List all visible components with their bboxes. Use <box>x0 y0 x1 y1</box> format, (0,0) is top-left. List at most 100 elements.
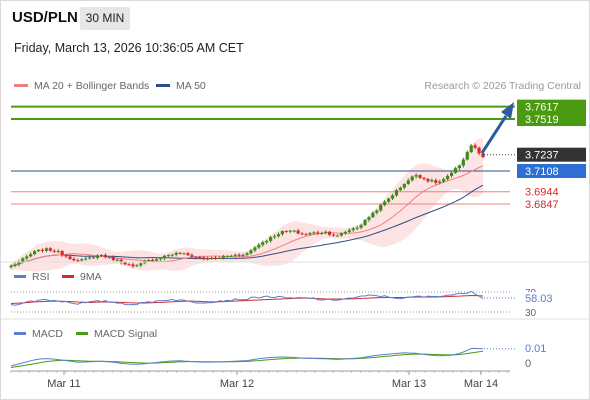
rsi-line <box>10 290 484 306</box>
candle-body <box>76 260 80 262</box>
candle-body <box>406 180 410 185</box>
candle-body <box>359 225 363 228</box>
resistance-label-1: 3.7617 <box>525 102 559 114</box>
candle-body <box>371 212 375 218</box>
candle-body <box>449 172 454 176</box>
pivot-label: 3.7108 <box>525 166 559 178</box>
candle-body <box>343 231 347 234</box>
candle-body <box>320 232 324 234</box>
timeframe-button[interactable]: 30 MIN <box>80 7 130 30</box>
macd-signal-swatch <box>76 331 88 335</box>
candle-body <box>119 259 123 263</box>
candle-body <box>221 256 225 258</box>
candle-body <box>198 257 202 259</box>
candle-body <box>339 233 343 236</box>
candle-body <box>52 250 56 252</box>
candle-body <box>308 233 312 235</box>
current-price-label: 3.7237 <box>525 150 559 162</box>
candle-body <box>158 258 163 260</box>
candle-body <box>111 256 115 260</box>
support-label-2: 3.6847 <box>525 199 559 211</box>
copyright-label: Research © 2026 Trading Central <box>424 80 581 92</box>
candle-body <box>225 256 229 258</box>
candle-body <box>324 231 328 233</box>
candle-body <box>190 255 194 257</box>
ma20-swatch <box>14 83 28 87</box>
candle-body <box>367 217 371 220</box>
candle-body <box>331 234 336 236</box>
candle-body <box>99 255 104 257</box>
candle-body <box>44 248 48 251</box>
candle-body <box>390 195 395 199</box>
candle-body <box>422 177 426 179</box>
candle-body <box>379 205 383 211</box>
macd-tick-0: 0 <box>525 358 531 370</box>
candle-body <box>288 230 292 232</box>
legend-rsi-label: RSI <box>32 271 50 283</box>
bollinger-band <box>11 137 483 272</box>
candle-body <box>469 145 473 153</box>
ma20-line <box>10 165 484 267</box>
forecast-arrow-shaft <box>480 115 508 154</box>
candle-body <box>202 257 206 259</box>
rsi-last-box <box>520 291 556 304</box>
symbol-title: USD/PLN <box>12 9 78 26</box>
support-label-1: 3.6944 <box>525 187 559 199</box>
candle-body <box>170 254 174 256</box>
forecast-arrow-head <box>501 102 514 119</box>
candle-body <box>284 231 288 233</box>
rsi-swatch <box>14 274 26 278</box>
candle-body <box>457 165 461 169</box>
resistance-label-2: 3.7519 <box>525 114 559 126</box>
candle-body <box>387 198 391 202</box>
legend-macd-signal: MACD Signal <box>76 328 157 340</box>
candle-body <box>194 256 198 258</box>
x-tick-label: Mar 13 <box>392 378 426 390</box>
candle-body <box>56 251 60 253</box>
candle-body <box>418 175 422 178</box>
candle-body <box>446 175 450 180</box>
candle-body <box>477 147 481 154</box>
legend-macd: MACD <box>14 328 63 340</box>
candle-body <box>328 231 332 235</box>
candle-body <box>296 230 300 234</box>
candle-body <box>127 264 131 266</box>
candle-body <box>60 251 64 256</box>
candle-body <box>29 254 33 257</box>
candle-body <box>36 249 41 252</box>
x-tick-label: Mar 12 <box>220 378 254 390</box>
rsi-tick-30: 30 <box>525 308 537 319</box>
candle-body <box>115 259 119 261</box>
candle-body <box>9 265 13 268</box>
candle-body <box>107 256 111 258</box>
candle-body <box>265 240 269 243</box>
candle-body <box>162 255 166 259</box>
candle-body <box>292 230 296 232</box>
legend-ma20: MA 20 + Bollinger Bands <box>14 80 149 92</box>
candle-body <box>426 178 430 182</box>
candle-body <box>430 180 434 182</box>
macd-signal-line <box>10 350 484 368</box>
legend-ma50: MA 50 <box>156 80 206 92</box>
candle-body <box>151 259 155 261</box>
candle-body <box>316 232 320 234</box>
candle-body <box>461 159 465 166</box>
candle-body <box>92 257 96 259</box>
pivot-label-box <box>517 164 586 178</box>
rsi-last-label: 58.03 <box>525 293 553 305</box>
candle-body <box>383 201 387 206</box>
candle-body <box>304 234 308 236</box>
candle-body <box>147 259 151 262</box>
candle-body <box>249 250 253 254</box>
candle-body <box>261 242 265 245</box>
candle-body <box>154 259 159 261</box>
candle-body <box>257 244 261 248</box>
candle-body <box>280 231 284 235</box>
legend-ma50-label: MA 50 <box>176 80 206 92</box>
candle-body <box>139 263 143 266</box>
x-tick-label: Mar 14 <box>464 378 498 390</box>
candle-body <box>355 227 359 229</box>
candle-body <box>438 181 442 183</box>
candle-body <box>237 254 241 256</box>
